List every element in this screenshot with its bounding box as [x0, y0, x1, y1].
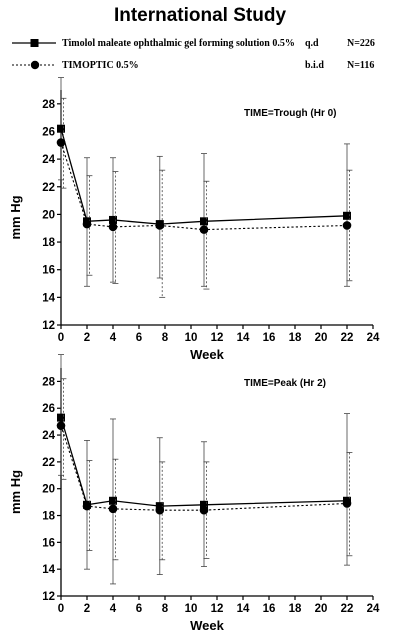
- legend-dosing-timoptic: b.i.d: [305, 60, 324, 71]
- x-tick-label: 24: [367, 603, 380, 615]
- data-point: [343, 211, 351, 220]
- data-point: [109, 496, 117, 505]
- data-point: [56, 138, 66, 147]
- chart-title: International Study: [114, 5, 287, 26]
- panel-annotation: TIME=Peak (Hr 2): [244, 378, 326, 389]
- legend-marker-circle: [30, 60, 40, 70]
- data-point: [342, 221, 352, 230]
- y-tick-label: 24: [42, 154, 55, 166]
- data-point: [108, 222, 118, 232]
- x-tick-label: 2: [84, 603, 90, 615]
- series-timoptic: [56, 97, 353, 298]
- panel-annotation: TIME=Trough (Hr 0): [244, 108, 337, 119]
- data-point: [199, 225, 209, 234]
- x-tick-label: 8: [162, 332, 169, 344]
- y-tick-label: 26: [42, 126, 55, 138]
- y-tick-label: 18: [42, 237, 55, 249]
- x-axis-label: Week: [190, 347, 224, 362]
- x-tick-label: 0: [58, 332, 64, 344]
- x-tick-label: 18: [289, 603, 302, 615]
- x-tick-label: 16: [263, 332, 276, 344]
- x-tick-label: 12: [211, 332, 224, 344]
- legend-n-timoptic: N=116: [347, 60, 374, 71]
- y-tick-label: 22: [42, 457, 55, 469]
- data-point: [57, 413, 65, 422]
- data-point: [200, 217, 208, 226]
- legend: Timolol maleate ophthalmic gel forming s…: [12, 38, 375, 71]
- legend-label-timoptic: TIMOPTIC 0.5%: [62, 60, 139, 71]
- legend-entry-timoptic: TIMOPTIC 0.5% b.i.d N=116: [12, 60, 374, 71]
- x-axis-label: Week: [190, 618, 224, 631]
- data-point: [199, 505, 209, 515]
- data-point: [82, 501, 92, 511]
- series-timoptic: [56, 378, 353, 561]
- x-tick-label: 20: [315, 603, 328, 615]
- data-point: [82, 219, 92, 229]
- legend-entry-gel: Timolol maleate ophthalmic gel forming s…: [12, 38, 375, 49]
- y-tick-label: 24: [42, 430, 55, 442]
- y-tick-label: 12: [42, 320, 55, 332]
- legend-label-gel: Timolol maleate ophthalmic gel forming s…: [62, 38, 295, 49]
- y-tick-label: 14: [42, 564, 55, 576]
- legend-dosing-gel: q.d: [305, 38, 319, 49]
- y-tick-label: 22: [42, 182, 55, 194]
- x-tick-label: 14: [237, 332, 250, 344]
- x-tick-label: 4: [110, 603, 117, 615]
- x-tick-label: 0: [58, 603, 64, 615]
- x-tick-label: 6: [136, 332, 142, 344]
- y-tick-label: 28: [42, 376, 55, 388]
- data-point: [57, 124, 65, 133]
- x-tick-label: 18: [289, 332, 302, 344]
- y-tick-label: 28: [42, 99, 55, 111]
- series-line: [60, 142, 348, 231]
- y-tick-label: 26: [42, 403, 55, 415]
- data-point: [155, 505, 165, 515]
- y-tick-label: 14: [42, 292, 55, 304]
- data-point: [200, 500, 208, 509]
- legend-marker-square: [30, 39, 39, 47]
- x-tick-label: 6: [136, 603, 142, 615]
- y-axis-label: mm Hg: [8, 195, 23, 239]
- y-tick-label: 20: [42, 209, 55, 221]
- series-line: [60, 128, 348, 225]
- legend-n-gel: N=226: [347, 38, 375, 49]
- series-line: [60, 417, 348, 507]
- x-tick-label: 24: [367, 332, 380, 344]
- data-point: [342, 499, 352, 508]
- x-tick-label: 10: [185, 332, 198, 344]
- y-axis-label: mm Hg: [8, 470, 23, 514]
- x-tick-label: 12: [211, 603, 224, 615]
- data-point: [108, 504, 118, 514]
- series-line: [60, 425, 348, 511]
- x-tick-label: 22: [341, 332, 354, 344]
- y-tick-label: 18: [42, 511, 55, 523]
- x-tick-label: 8: [162, 603, 169, 615]
- data-point: [155, 221, 165, 230]
- x-tick-label: 4: [110, 332, 117, 344]
- y-tick-label: 16: [42, 537, 55, 549]
- y-tick-label: 12: [42, 591, 55, 603]
- x-tick-label: 14: [237, 603, 250, 615]
- x-tick-label: 2: [84, 332, 90, 344]
- x-tick-label: 20: [315, 332, 328, 344]
- y-tick-label: 16: [42, 265, 55, 277]
- y-tick-label: 20: [42, 484, 55, 496]
- x-tick-label: 16: [263, 603, 276, 615]
- data-point: [56, 421, 66, 430]
- data-point: [109, 215, 117, 224]
- x-tick-label: 22: [341, 603, 354, 615]
- x-tick-label: 10: [185, 603, 198, 615]
